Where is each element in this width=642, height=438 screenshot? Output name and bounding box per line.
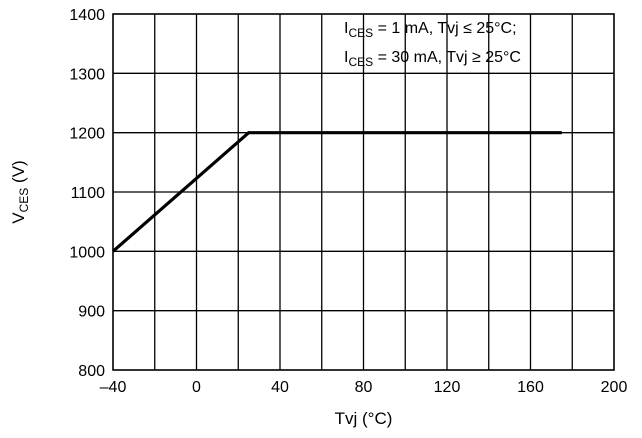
annotation-line-1: ICES = 1 mA, Tvj ≤ 25°C;	[344, 20, 517, 40]
grid	[113, 14, 614, 370]
x-tick-label: 160	[517, 379, 544, 396]
y-axis-label-sub: CES	[17, 188, 31, 213]
annotation-2-sub: CES	[348, 55, 373, 69]
y-tick-label: 1400	[69, 7, 105, 24]
y-tick-label: 1200	[69, 126, 105, 143]
series-line	[111, 131, 562, 253]
y-tick-label: 800	[78, 363, 105, 380]
x-tick-label: 200	[601, 379, 628, 396]
annotation-1-main: I	[344, 20, 348, 37]
x-tick-labels: –40 0 40 80 120 160 200	[100, 379, 628, 396]
x-tick-label: 80	[355, 379, 373, 396]
annotation-2-main: I	[344, 49, 348, 66]
x-tick-label: 120	[434, 379, 461, 396]
y-tick-label: 1100	[71, 185, 106, 202]
y-axis-label: VCES (V)	[9, 160, 31, 223]
series	[111, 131, 562, 253]
y-tick-label: 1300	[69, 66, 105, 83]
y-axis-label-main: V	[9, 212, 28, 224]
y-axis-label-unit: (V)	[9, 160, 28, 187]
annotation-1-rest: = 1 mA, Tvj ≤ 25°C;	[373, 20, 516, 37]
y-tick-labels: 800 900 1000 1100 1200 1300 1400	[69, 7, 105, 380]
annotation-line-2: ICES = 30 mA, Tvj ≥ 25°C	[344, 49, 521, 69]
x-tick-label: –40	[100, 379, 127, 396]
y-tick-label: 900	[78, 304, 105, 321]
annotation-1-sub: CES	[348, 26, 373, 40]
x-tick-label: 40	[271, 379, 289, 396]
annotation-2-rest: = 30 mA, Tvj ≥ 25°C	[373, 49, 521, 66]
annotation-box: ICES = 1 mA, Tvj ≤ 25°C; ICES = 30 mA, T…	[344, 20, 521, 69]
x-tick-label: 0	[192, 379, 201, 396]
plot-frame	[112, 13, 615, 371]
x-axis-label: Tvj (°C)	[335, 409, 393, 428]
y-tick-label: 1000	[69, 244, 105, 261]
